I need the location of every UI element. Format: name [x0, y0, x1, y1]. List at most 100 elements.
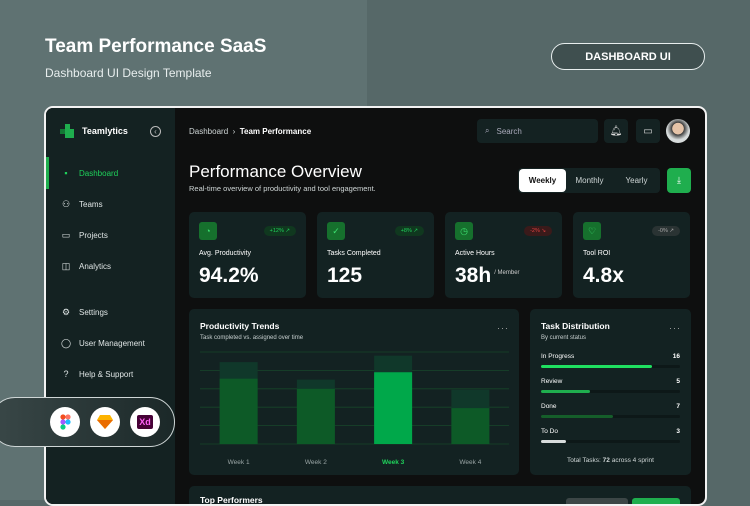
tools-pill: Xd [0, 397, 175, 447]
status-count: 5 [676, 378, 680, 385]
total-value: 72 [602, 457, 610, 464]
status-count: 3 [676, 428, 680, 435]
sidebar-item-teams[interactable]: ⚇ Teams [46, 194, 175, 214]
avatar[interactable] [666, 119, 690, 143]
notification-bell-icon[interactable]: 🔔︎ [604, 119, 628, 143]
tab-monthly[interactable]: Monthly [575, 176, 604, 185]
kpi-label: Tasks Completed [327, 250, 381, 257]
task-distribution-card: Task Distribution By current status ··· … [530, 309, 691, 475]
search-icon: ⌕ [485, 126, 490, 135]
users-icon: ⚇ [61, 198, 71, 209]
status-progress-fill [541, 440, 567, 443]
brand-name: Teamlytics [82, 126, 128, 136]
kpi-value: 125 [327, 264, 363, 287]
sidebar-item-user-management[interactable]: ◯ User Management [46, 333, 175, 353]
status-count: 16 [672, 353, 680, 360]
sidebar-item-label: Teams [79, 199, 103, 209]
filter-button[interactable] [566, 498, 628, 504]
status-label: In Progress [541, 353, 575, 360]
gauge-icon: ◔ [199, 222, 217, 240]
breadcrumb-current: Team Performance [239, 127, 312, 136]
sidebar-item-label: User Management [79, 338, 145, 348]
status-progress-track [541, 365, 680, 368]
task-status-row: Done 7 [541, 403, 680, 418]
kpi-value: 4.8x [583, 264, 624, 287]
sidebar-item-dashboard[interactable]: ▪ Dashboard [46, 157, 175, 189]
distribution-title: Task Distribution [541, 321, 610, 331]
figma-icon [50, 407, 80, 437]
period-toggle: Weekly Monthly Yearly [518, 168, 660, 193]
xd-icon: Xd [130, 407, 160, 437]
inbox-icon[interactable]: ▭ [636, 119, 660, 143]
bar-completed[interactable] [219, 378, 258, 444]
status-label: To Do [541, 428, 558, 435]
kpi-card: ◔ +12% ↗ Avg. Productivity 94.2% [189, 212, 306, 298]
bar-completed[interactable] [374, 372, 413, 444]
x-tick-label: Week 1 [228, 459, 250, 466]
kpi-card: ♡ -0% ↗ Tool ROI 4.8x [573, 212, 690, 298]
trends-title: Productivity Trends [200, 321, 280, 331]
sidebar-item-analytics[interactable]: ◫ Analytics [46, 256, 175, 276]
page-title: Performance Overview [189, 162, 362, 181]
chart-icon: ◫ [61, 260, 71, 271]
tab-yearly[interactable]: Yearly [625, 176, 648, 185]
status-progress-track [541, 390, 680, 393]
search-placeholder: Search [496, 126, 522, 136]
distribution-subtitle: By current status [541, 335, 587, 341]
tab-weekly[interactable]: Weekly [519, 169, 566, 192]
total-label: Total Tasks: [567, 457, 601, 464]
sidebar-item-label: Dashboard [79, 168, 119, 178]
total-tasks: Total Tasks: 72 across 4 sprint [530, 457, 691, 464]
bar-completed[interactable] [296, 388, 335, 444]
sidebar-item-projects[interactable]: ▭ Projects [46, 225, 175, 245]
grid-icon: ▪ [64, 168, 68, 178]
trends-subtitle: Task completed vs. assigned over time [200, 335, 304, 341]
search-input[interactable]: ⌕ Search [477, 119, 598, 143]
xd-label: Xd [137, 415, 153, 429]
breadcrumb: Dashboard › Team Performance [189, 127, 312, 136]
sidebar-item-help-support[interactable]: ? Help & Support [46, 364, 175, 384]
status-progress-fill [541, 390, 590, 393]
piggy-bank-icon: ♡ [583, 222, 601, 240]
kpi-card: ◷ -2% ↘ Active Hours 38h / Member [445, 212, 562, 298]
x-tick-label: Week 3 [382, 459, 405, 466]
collapse-sidebar-icon[interactable]: ‹ [150, 126, 161, 137]
task-status-row: To Do 3 [541, 428, 680, 443]
main: Dashboard › Team Performance ⌕ Search 🔔︎ … [175, 108, 705, 504]
status-count: 7 [676, 403, 680, 410]
stopwatch-icon: ◷ [455, 222, 473, 240]
sidebar-item-settings[interactable]: ⚙ Settings [46, 302, 175, 322]
check-circle-icon: ✓ [327, 222, 345, 240]
task-status-row: In Progress 16 [541, 353, 680, 368]
more-icon[interactable]: ··· [669, 323, 681, 333]
task-status-row: Review 5 [541, 378, 680, 393]
sidebar-item-label: Settings [79, 307, 108, 317]
more-icon[interactable]: ··· [497, 323, 509, 333]
status-progress-track [541, 415, 680, 418]
user-icon: ◯ [61, 337, 72, 348]
page-subtitle: Real-time overview of productivity and t… [189, 184, 376, 193]
dashboard-ui-badge[interactable]: DASHBOARD UI [551, 43, 705, 70]
top-performers-title: Top Performers [200, 495, 263, 505]
bar-completed[interactable] [451, 408, 490, 444]
status-progress-track [541, 440, 680, 443]
hero-title: Team Performance SaaS [45, 36, 267, 57]
status-progress-fill [541, 415, 614, 418]
breadcrumb-dashboard[interactable]: Dashboard [189, 127, 229, 136]
status-label: Review [541, 378, 563, 385]
logo-icon [60, 124, 74, 138]
kpi-value: 94.2% [199, 264, 259, 287]
gear-icon: ⚙ [61, 306, 71, 317]
change-badge: +8% ↗ [394, 226, 424, 236]
sidebar-item-label: Analytics [79, 261, 112, 271]
top-performers-card: Top Performers [189, 486, 691, 505]
brand[interactable]: Teamlytics [60, 124, 128, 138]
kpi-label: Avg. Productivity [199, 250, 252, 257]
download-button[interactable]: ⤓ [667, 168, 691, 193]
view-all-button[interactable] [632, 498, 680, 504]
sketch-icon [90, 407, 120, 437]
x-tick-label: Week 2 [305, 459, 327, 466]
kpi-value: 38h / Member [455, 264, 520, 287]
x-tick-label: Week 4 [459, 459, 481, 466]
download-icon: ⤓ [677, 175, 681, 185]
